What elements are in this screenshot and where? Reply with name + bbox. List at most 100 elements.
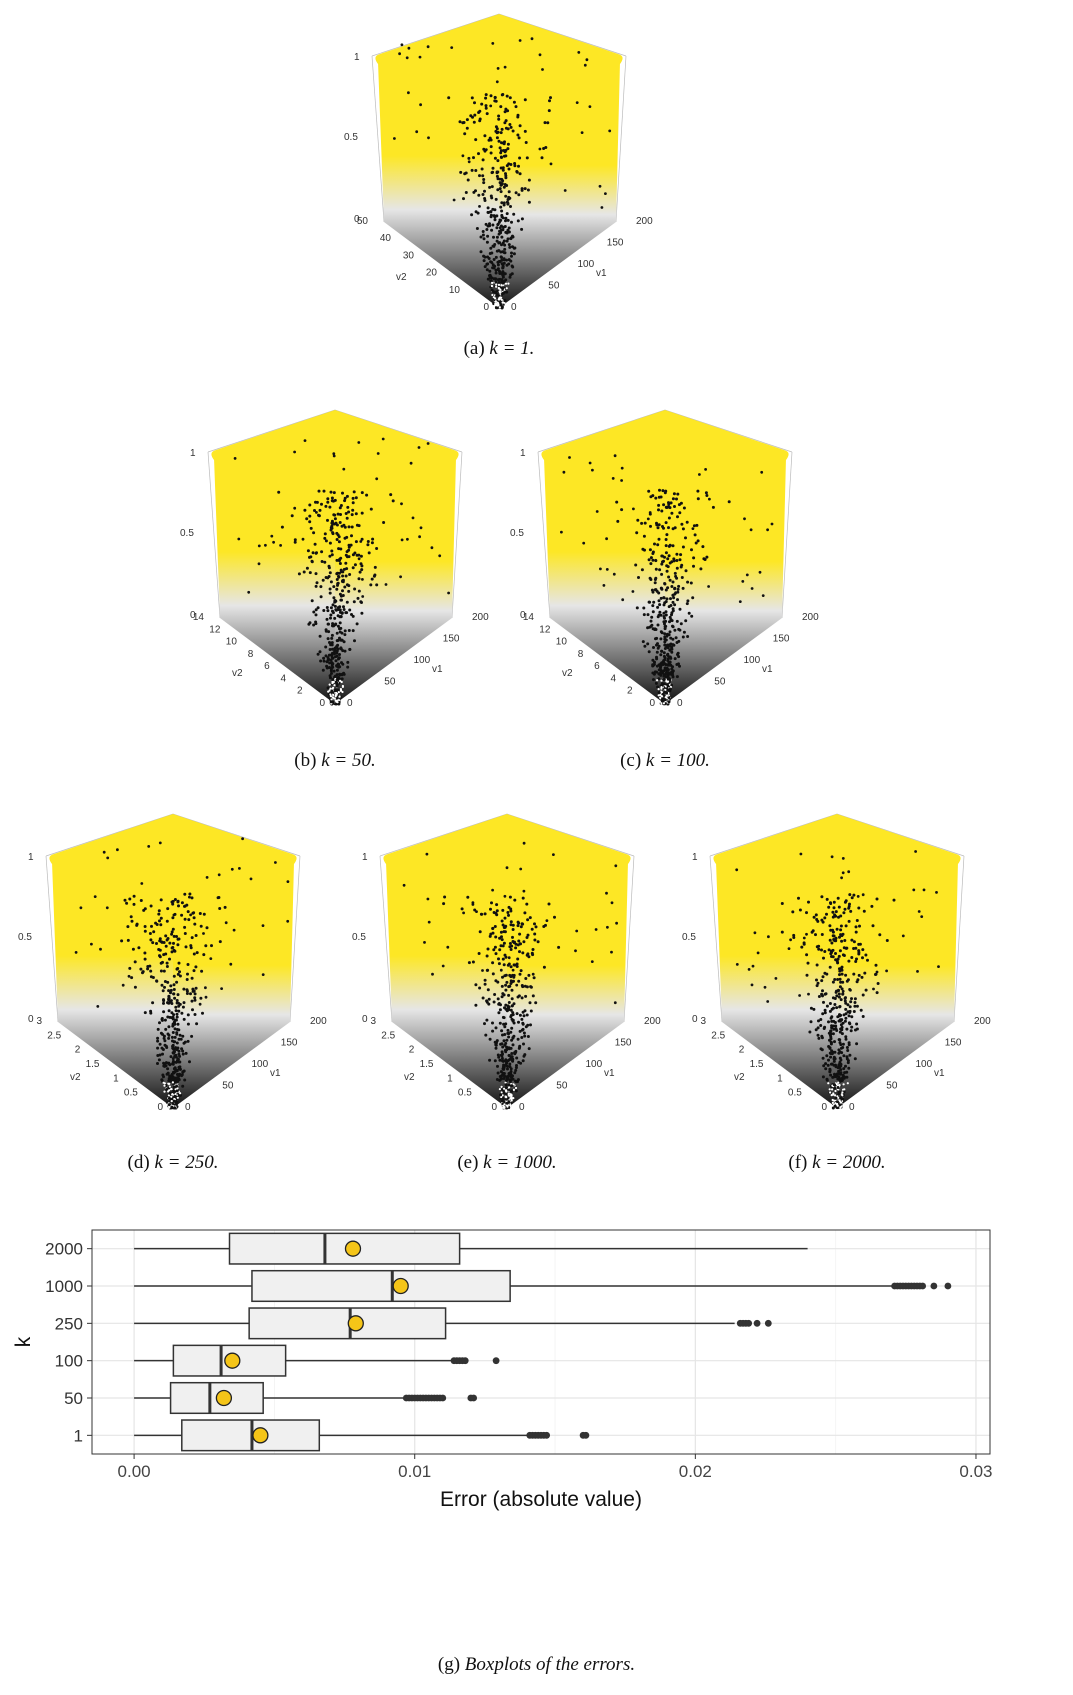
surface-right-face: [173, 862, 294, 1108]
v2-axis-label: v2: [232, 668, 243, 679]
v1-tick-label: 50: [384, 677, 396, 688]
v1-tick-label: 200: [974, 1016, 991, 1027]
surface-points: [402, 841, 618, 1110]
z-tick-label: 0: [520, 610, 526, 621]
z-tick-label: 1: [692, 852, 698, 863]
surface-points: [560, 454, 774, 706]
outlier-point: [543, 1431, 551, 1439]
v2-tick-label: 10: [556, 637, 568, 648]
caption-b: (b) k = 50.: [294, 750, 376, 771]
box-k-250: [134, 1307, 772, 1340]
v2-tick-label: 0: [649, 698, 655, 709]
y-axis-label: k: [12, 1336, 35, 1347]
v2-tick-label: 2: [627, 686, 633, 697]
surface-top-face: [541, 410, 789, 500]
box-k-2000: [134, 1232, 808, 1265]
v2-tick-label: 2: [75, 1045, 81, 1056]
v1-tick-label: 50: [222, 1081, 234, 1092]
v2-tick-label: 12: [209, 624, 221, 635]
surface-left-face: [716, 862, 837, 1108]
outlier-point: [930, 1282, 938, 1290]
surface-panel-c: 0 0.5 1 0 2 4 6 8 10 12 14 v2 0 50 100 150 200 v1: [500, 404, 830, 724]
v1-tick-label: 0: [677, 698, 683, 709]
v2-axis-label: v2: [734, 1072, 745, 1083]
v2-axis-label: v2: [562, 668, 573, 679]
v2-tick-label: 4: [281, 673, 287, 684]
surface-points: [393, 37, 612, 310]
box-k-50: [134, 1381, 478, 1415]
z-tick-label: 1: [362, 852, 368, 863]
box-k-1: [134, 1419, 590, 1452]
v1-tick-label: 50: [556, 1081, 568, 1092]
v1-tick-label: 150: [607, 238, 624, 249]
z-tick-label: 1: [190, 448, 196, 459]
x-tick-label: 0.03: [959, 1462, 992, 1481]
z-tick-label: 0: [190, 610, 196, 621]
y-tick-label: 250: [55, 1314, 83, 1333]
surface-panel-b: 0 0.5 1 0 2 4 6 8 10 12 14 v2 0 50 100 150 200 v1: [170, 404, 500, 724]
y-tick-label: 50: [64, 1389, 83, 1408]
surface-right-face: [507, 862, 628, 1108]
v1-axis-label: v1: [432, 664, 443, 675]
v2-tick-label: 0: [483, 302, 489, 313]
v2-tick-label: 4: [611, 673, 617, 684]
v2-tick-label: 0.5: [124, 1088, 138, 1099]
v1-tick-label: 100: [414, 655, 431, 666]
surface-right-face: [499, 62, 620, 308]
v1-tick-label: 0: [849, 1102, 855, 1113]
mean-marker: [215, 1389, 233, 1407]
v1-axis-label: v1: [934, 1068, 945, 1079]
cube-frame-right: [953, 855, 965, 1023]
v1-tick-label: 150: [945, 1038, 962, 1049]
v2-tick-label: 1.5: [86, 1059, 100, 1070]
v2-tick-label: 3: [370, 1016, 376, 1027]
v2-tick-label: 14: [193, 612, 205, 623]
v2-tick-label: 6: [264, 661, 270, 672]
v2-tick-label: 20: [426, 268, 438, 279]
outlier-point: [764, 1319, 772, 1327]
v1-tick-label: 200: [310, 1016, 327, 1027]
v1-axis-label: v1: [596, 268, 607, 279]
v1-axis-label: v1: [270, 1068, 281, 1079]
x-axis-label: Error (absolute value): [440, 1488, 642, 1511]
z-tick-label: 0.5: [352, 932, 366, 943]
v1-tick-label: 50: [714, 677, 726, 688]
boxplot-chart: 1 50 100 250 1000 2000 0.00 0.01 0.02 0.03 Error (…: [12, 1229, 993, 1511]
v2-axis-label: v2: [70, 1072, 81, 1083]
surface-right-face: [665, 458, 786, 704]
surface-panel-e: 0 0.5 1 0 0.5 1 1.5 2 2.5 3 v2 0 50 100 150 200 v1: [342, 808, 672, 1128]
outlier-point: [753, 1319, 761, 1327]
v2-tick-label: 10: [449, 285, 461, 296]
v2-axis-label: v2: [404, 1072, 415, 1083]
v2-tick-label: 0: [157, 1102, 163, 1113]
v1-axis-label: v1: [604, 1068, 615, 1079]
v2-tick-label: 0: [821, 1102, 827, 1113]
x-tick-label: 0.01: [398, 1462, 431, 1481]
y-tick-label: 1000: [45, 1277, 83, 1296]
v1-tick-label: 0: [347, 698, 353, 709]
plot-border: [91, 1229, 991, 1455]
v1-tick-label: 200: [802, 612, 819, 623]
z-tick-label: 1: [28, 852, 34, 863]
v2-tick-label: 2.5: [711, 1030, 725, 1041]
z-tick-label: 0.5: [180, 528, 194, 539]
caption-a: (a) k = 1.: [463, 338, 535, 359]
y-tick-label: 1: [74, 1426, 83, 1445]
v2-tick-label: 1.5: [420, 1059, 434, 1070]
v2-tick-label: 3: [36, 1016, 42, 1027]
v1-tick-label: 0: [185, 1102, 191, 1113]
v2-tick-label: 2: [409, 1045, 415, 1056]
outlier-point: [439, 1394, 447, 1402]
v1-tick-label: 100: [252, 1059, 269, 1070]
caption-c: (c) k = 100.: [620, 750, 710, 771]
z-tick-label: 1: [354, 52, 360, 63]
box-k-1000: [134, 1269, 952, 1303]
surface-left-face: [52, 862, 173, 1108]
v2-tick-label: 6: [594, 661, 600, 672]
surface-points: [74, 837, 290, 1110]
caption-d: (d) k = 250.: [127, 1152, 219, 1173]
v2-tick-label: 8: [248, 649, 254, 660]
cube-frame-left: [379, 855, 393, 1023]
surface-panel-f: 0 0.5 1 0 0.5 1 1.5 2 2.5 3 v2 0 50 100 150 200 v1: [672, 808, 1002, 1128]
v2-tick-label: 30: [403, 250, 415, 261]
